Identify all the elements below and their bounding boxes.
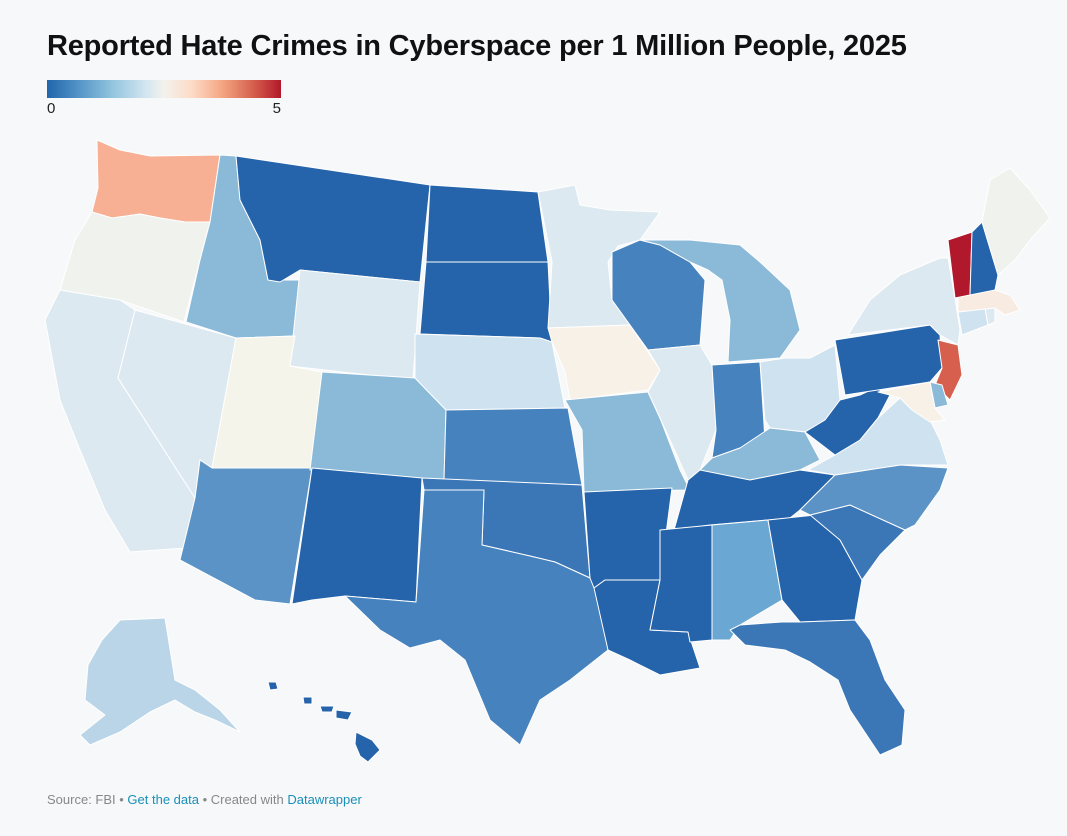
legend-gradient <box>47 80 281 98</box>
source-text: Source: FBI <box>47 792 116 807</box>
state-ar[interactable] <box>583 487 673 589</box>
state-ak[interactable] <box>79 617 241 746</box>
state-tx[interactable] <box>344 489 609 746</box>
state-az[interactable] <box>179 459 313 605</box>
state-wa[interactable] <box>91 139 221 223</box>
color-legend: 0 5 <box>47 80 281 117</box>
datawrapper-link[interactable]: Datawrapper <box>287 792 362 807</box>
state-sd[interactable] <box>419 261 553 343</box>
footer-separator: • <box>115 792 128 807</box>
state-nm[interactable] <box>291 467 423 605</box>
state-ne[interactable] <box>414 333 566 411</box>
state-ca[interactable] <box>44 289 196 553</box>
state-md[interactable] <box>877 381 946 423</box>
state-mt[interactable] <box>235 155 431 283</box>
footer-credits: Source: FBI • Get the data • Created wit… <box>47 792 362 807</box>
created-with-text: • Created with <box>198 792 288 807</box>
state-ma[interactable] <box>957 289 1021 316</box>
state-ks[interactable] <box>443 407 583 486</box>
legend-max-label: 5 <box>272 100 281 117</box>
state-fl[interactable] <box>729 619 906 756</box>
get-the-data-link[interactable]: Get the data <box>127 792 199 807</box>
state-ct[interactable] <box>957 307 989 336</box>
state-wy[interactable] <box>289 269 421 381</box>
state-mi[interactable] <box>639 239 801 363</box>
state-hi[interactable] <box>267 681 381 763</box>
state-me[interactable] <box>981 167 1051 276</box>
state-nh[interactable] <box>969 221 999 296</box>
state-nd[interactable] <box>425 184 549 263</box>
legend-min-label: 0 <box>47 100 56 117</box>
state-la[interactable] <box>593 579 701 676</box>
chart-title: Reported Hate Crimes in Cyberspace per 1… <box>47 30 907 62</box>
